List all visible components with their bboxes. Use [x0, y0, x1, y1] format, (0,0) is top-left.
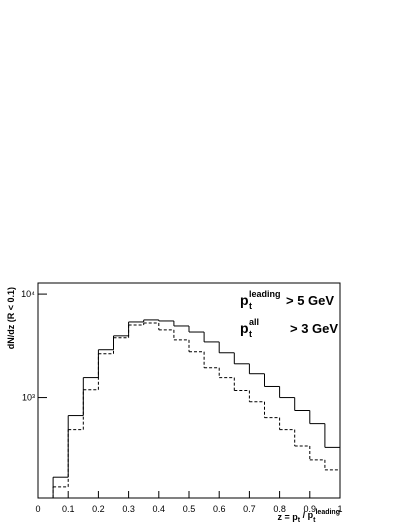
annotation-sub: t [249, 329, 252, 339]
x-tick-label: 0 [35, 504, 40, 514]
x-axis-label-part: / p [300, 510, 314, 520]
y-tick-label: 10³ [22, 393, 35, 403]
y-tick-label: 10⁴ [21, 289, 35, 299]
y-axis-label: dN/dz (R < 0.1) [6, 287, 16, 349]
x-tick-label: 0.4 [153, 504, 166, 514]
annotation-sup: leading [249, 289, 281, 299]
x-axis-label-part: t [313, 517, 316, 524]
annotation-text: > 3 GeV [290, 321, 338, 336]
annotation-base: p [240, 320, 249, 336]
x-tick-label: 0.2 [92, 504, 105, 514]
annotation-text: > 5 GeV [286, 293, 334, 308]
x-tick-label: 0.7 [243, 504, 256, 514]
x-axis-label-part: leading [315, 509, 340, 516]
x-axis-label-part: z = p [278, 512, 299, 522]
annotation-sup: all [249, 317, 259, 327]
annotation-base: p [240, 292, 249, 308]
x-tick-label: 0.6 [213, 504, 226, 514]
x-tick-label: 0.1 [62, 504, 75, 514]
x-tick-label: 1 [337, 504, 342, 514]
x-tick-label: 0.9 [304, 504, 317, 514]
x-tick-label: 0.5 [183, 504, 196, 514]
x-axis-label: z = pt / ptleading [278, 509, 340, 524]
x-axis-label-part: t [298, 517, 301, 524]
annotation-sub: t [249, 301, 252, 311]
x-tick-label: 0.8 [273, 504, 286, 514]
x-tick-label: 0.3 [122, 504, 135, 514]
